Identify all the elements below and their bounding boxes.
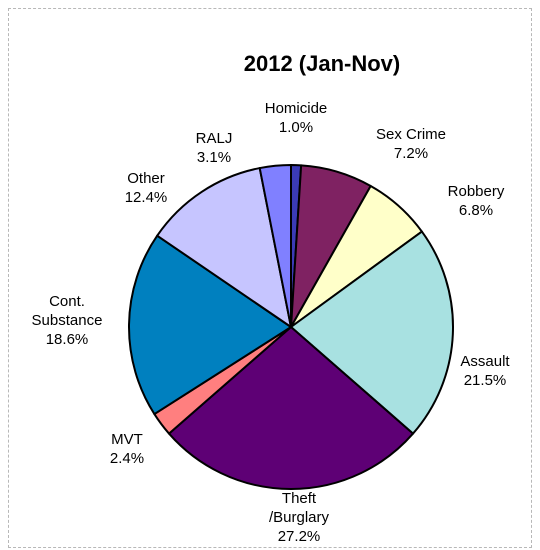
pie-slices (128, 164, 454, 490)
pie-slice-assault (290, 230, 454, 435)
pie-slice-ralj (258, 164, 292, 328)
pie-slice-theft-burglary (167, 326, 415, 490)
slice-label-sex-crime: Sex Crime 7.2% (376, 126, 446, 162)
slice-labels: Homicide 1.0% Sex Crime 7.2%Robbery 6.8% Assa… (32, 100, 511, 545)
chart-frame: 2012 (Jan-Nov) Homicide 1.0% Sex Crime 7.2%… (8, 8, 532, 548)
slice-label-ralj: RALJ 3.1% (196, 130, 233, 166)
slice-label-mvt: MVT 2.4% (110, 431, 144, 467)
slice-label-assault: Assault 21.5% (460, 353, 510, 389)
pie-slice-cont-substance (128, 234, 292, 416)
slice-label-theft-burglary: Theft/Burglary 27.2% (269, 490, 330, 545)
slice-label-cont-substance: Cont. Substance 18.6% (32, 293, 103, 348)
slice-label-homicide: Homicide 1.0% (265, 100, 328, 136)
pie-chart: 2012 (Jan-Nov) Homicide 1.0% Sex Crime 7.2%… (32, 51, 511, 545)
slice-label-other: Other 12.4% (125, 170, 168, 206)
chart-title: 2012 (Jan-Nov) (244, 51, 401, 76)
pie-slice-other (156, 167, 292, 328)
slice-label-robbery: Robbery 6.8% (448, 183, 505, 219)
